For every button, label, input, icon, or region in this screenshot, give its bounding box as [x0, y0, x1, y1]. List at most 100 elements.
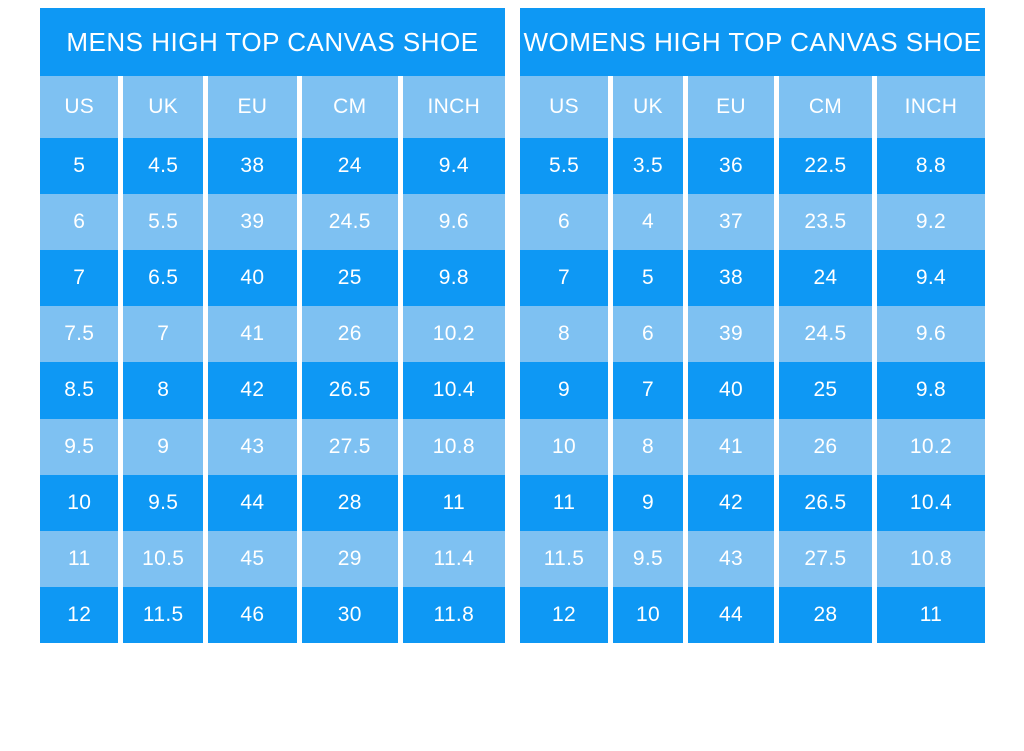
size-cell-uk: 6.5 — [123, 250, 203, 307]
size-cell-uk: 4.5 — [123, 138, 203, 195]
size-charts-container: MENS HIGH TOP CANVAS SHOE US UK EU CM INCH 5 4… — [40, 8, 985, 643]
size-cell-us: 9.5 — [40, 418, 119, 475]
size-cell-cm: 29 — [301, 530, 398, 587]
size-cell-inch: 10.4 — [402, 362, 505, 419]
mens-size-table-title: MENS HIGH TOP CANVAS SHOE — [40, 8, 505, 76]
column-header-eu: EU — [207, 76, 297, 138]
size-cell-us: 6 — [40, 194, 119, 251]
size-cell-inch: 10.8 — [876, 530, 985, 587]
size-cell-cm: 30 — [301, 586, 398, 643]
size-cell-cm: 24.5 — [779, 306, 872, 363]
size-cell-eu: 38 — [207, 138, 297, 195]
size-cell-uk: 7 — [123, 306, 203, 363]
size-cell-us: 12 — [520, 586, 609, 643]
womens-size-table: WOMENS HIGH TOP CANVAS SHOE US UK EU CM INCH… — [520, 8, 985, 643]
size-cell-eu: 37 — [687, 194, 775, 251]
size-cell-us: 8 — [520, 306, 609, 363]
size-cell-cm: 25 — [301, 250, 398, 307]
size-cell-eu: 45 — [207, 530, 297, 587]
size-cell-uk: 4 — [613, 194, 683, 251]
size-cell-eu: 44 — [207, 474, 297, 531]
column-header-eu: EU — [687, 76, 775, 138]
size-cell-uk: 11.5 — [123, 586, 203, 643]
size-cell-cm: 26.5 — [779, 474, 872, 531]
size-cell-eu: 42 — [687, 474, 775, 531]
size-cell-uk: 9 — [613, 474, 683, 531]
size-cell-cm: 27.5 — [779, 530, 872, 587]
size-cell-uk: 8 — [123, 362, 203, 419]
size-cell-us: 10 — [520, 418, 609, 475]
size-cell-eu: 36 — [687, 138, 775, 195]
size-cell-us: 11 — [40, 530, 119, 587]
size-cell-cm: 24 — [301, 138, 398, 195]
column-header-inch: INCH — [876, 76, 985, 138]
column-header-us: US — [40, 76, 119, 138]
size-cell-us: 10 — [40, 474, 119, 531]
size-cell-inch: 9.8 — [876, 362, 985, 419]
size-cell-inch: 10.8 — [402, 418, 505, 475]
size-cell-uk: 8 — [613, 418, 683, 475]
size-cell-inch: 10.2 — [876, 418, 985, 475]
size-cell-us: 7 — [40, 250, 119, 307]
size-cell-uk: 6 — [613, 306, 683, 363]
size-cell-uk: 5 — [613, 250, 683, 307]
size-cell-inch: 10.4 — [876, 474, 985, 531]
size-cell-inch: 9.8 — [402, 250, 505, 307]
size-cell-cm: 22.5 — [779, 138, 872, 195]
size-cell-uk: 5.5 — [123, 194, 203, 251]
column-header-uk: UK — [613, 76, 683, 138]
size-cell-inch: 11 — [876, 586, 985, 643]
column-header-uk: UK — [123, 76, 203, 138]
size-cell-cm: 28 — [779, 586, 872, 643]
size-cell-us: 11 — [520, 474, 609, 531]
size-cell-eu: 41 — [687, 418, 775, 475]
size-cell-cm: 25 — [779, 362, 872, 419]
size-cell-cm: 26 — [301, 306, 398, 363]
size-cell-inch: 11.4 — [402, 530, 505, 587]
size-cell-eu: 39 — [207, 194, 297, 251]
size-cell-inch: 9.4 — [876, 250, 985, 307]
size-cell-inch: 8.8 — [876, 138, 985, 195]
size-cell-us: 8.5 — [40, 362, 119, 419]
size-cell-cm: 27.5 — [301, 418, 398, 475]
size-cell-eu: 41 — [207, 306, 297, 363]
column-header-us: US — [520, 76, 609, 138]
size-cell-eu: 39 — [687, 306, 775, 363]
size-cell-inch: 9.4 — [402, 138, 505, 195]
size-cell-inch: 10.2 — [402, 306, 505, 363]
size-cell-uk: 9.5 — [123, 474, 203, 531]
size-cell-us: 6 — [520, 194, 609, 251]
womens-size-table-title: WOMENS HIGH TOP CANVAS SHOE — [520, 8, 985, 76]
size-cell-eu: 44 — [687, 586, 775, 643]
size-cell-eu: 38 — [687, 250, 775, 307]
size-cell-cm: 28 — [301, 474, 398, 531]
size-cell-us: 7 — [520, 250, 609, 307]
size-cell-eu: 42 — [207, 362, 297, 419]
size-cell-eu: 43 — [207, 418, 297, 475]
size-cell-us: 12 — [40, 586, 119, 643]
size-cell-us: 9 — [520, 362, 609, 419]
size-cell-uk: 7 — [613, 362, 683, 419]
size-cell-eu: 46 — [207, 586, 297, 643]
column-header-cm: CM — [301, 76, 398, 138]
size-cell-uk: 10 — [613, 586, 683, 643]
size-cell-us: 11.5 — [520, 530, 609, 587]
size-cell-cm: 26.5 — [301, 362, 398, 419]
size-cell-inch: 11.8 — [402, 586, 505, 643]
size-cell-cm: 26 — [779, 418, 872, 475]
size-cell-cm: 23.5 — [779, 194, 872, 251]
size-cell-cm: 24 — [779, 250, 872, 307]
size-cell-inch: 9.6 — [402, 194, 505, 251]
size-cell-inch: 11 — [402, 474, 505, 531]
size-cell-uk: 10.5 — [123, 530, 203, 587]
column-header-cm: CM — [779, 76, 872, 138]
size-cell-us: 7.5 — [40, 306, 119, 363]
size-cell-cm: 24.5 — [301, 194, 398, 251]
size-cell-uk: 9.5 — [613, 530, 683, 587]
column-header-inch: INCH — [402, 76, 505, 138]
size-cell-us: 5.5 — [520, 138, 609, 195]
size-cell-uk: 9 — [123, 418, 203, 475]
size-cell-eu: 40 — [207, 250, 297, 307]
size-cell-eu: 43 — [687, 530, 775, 587]
